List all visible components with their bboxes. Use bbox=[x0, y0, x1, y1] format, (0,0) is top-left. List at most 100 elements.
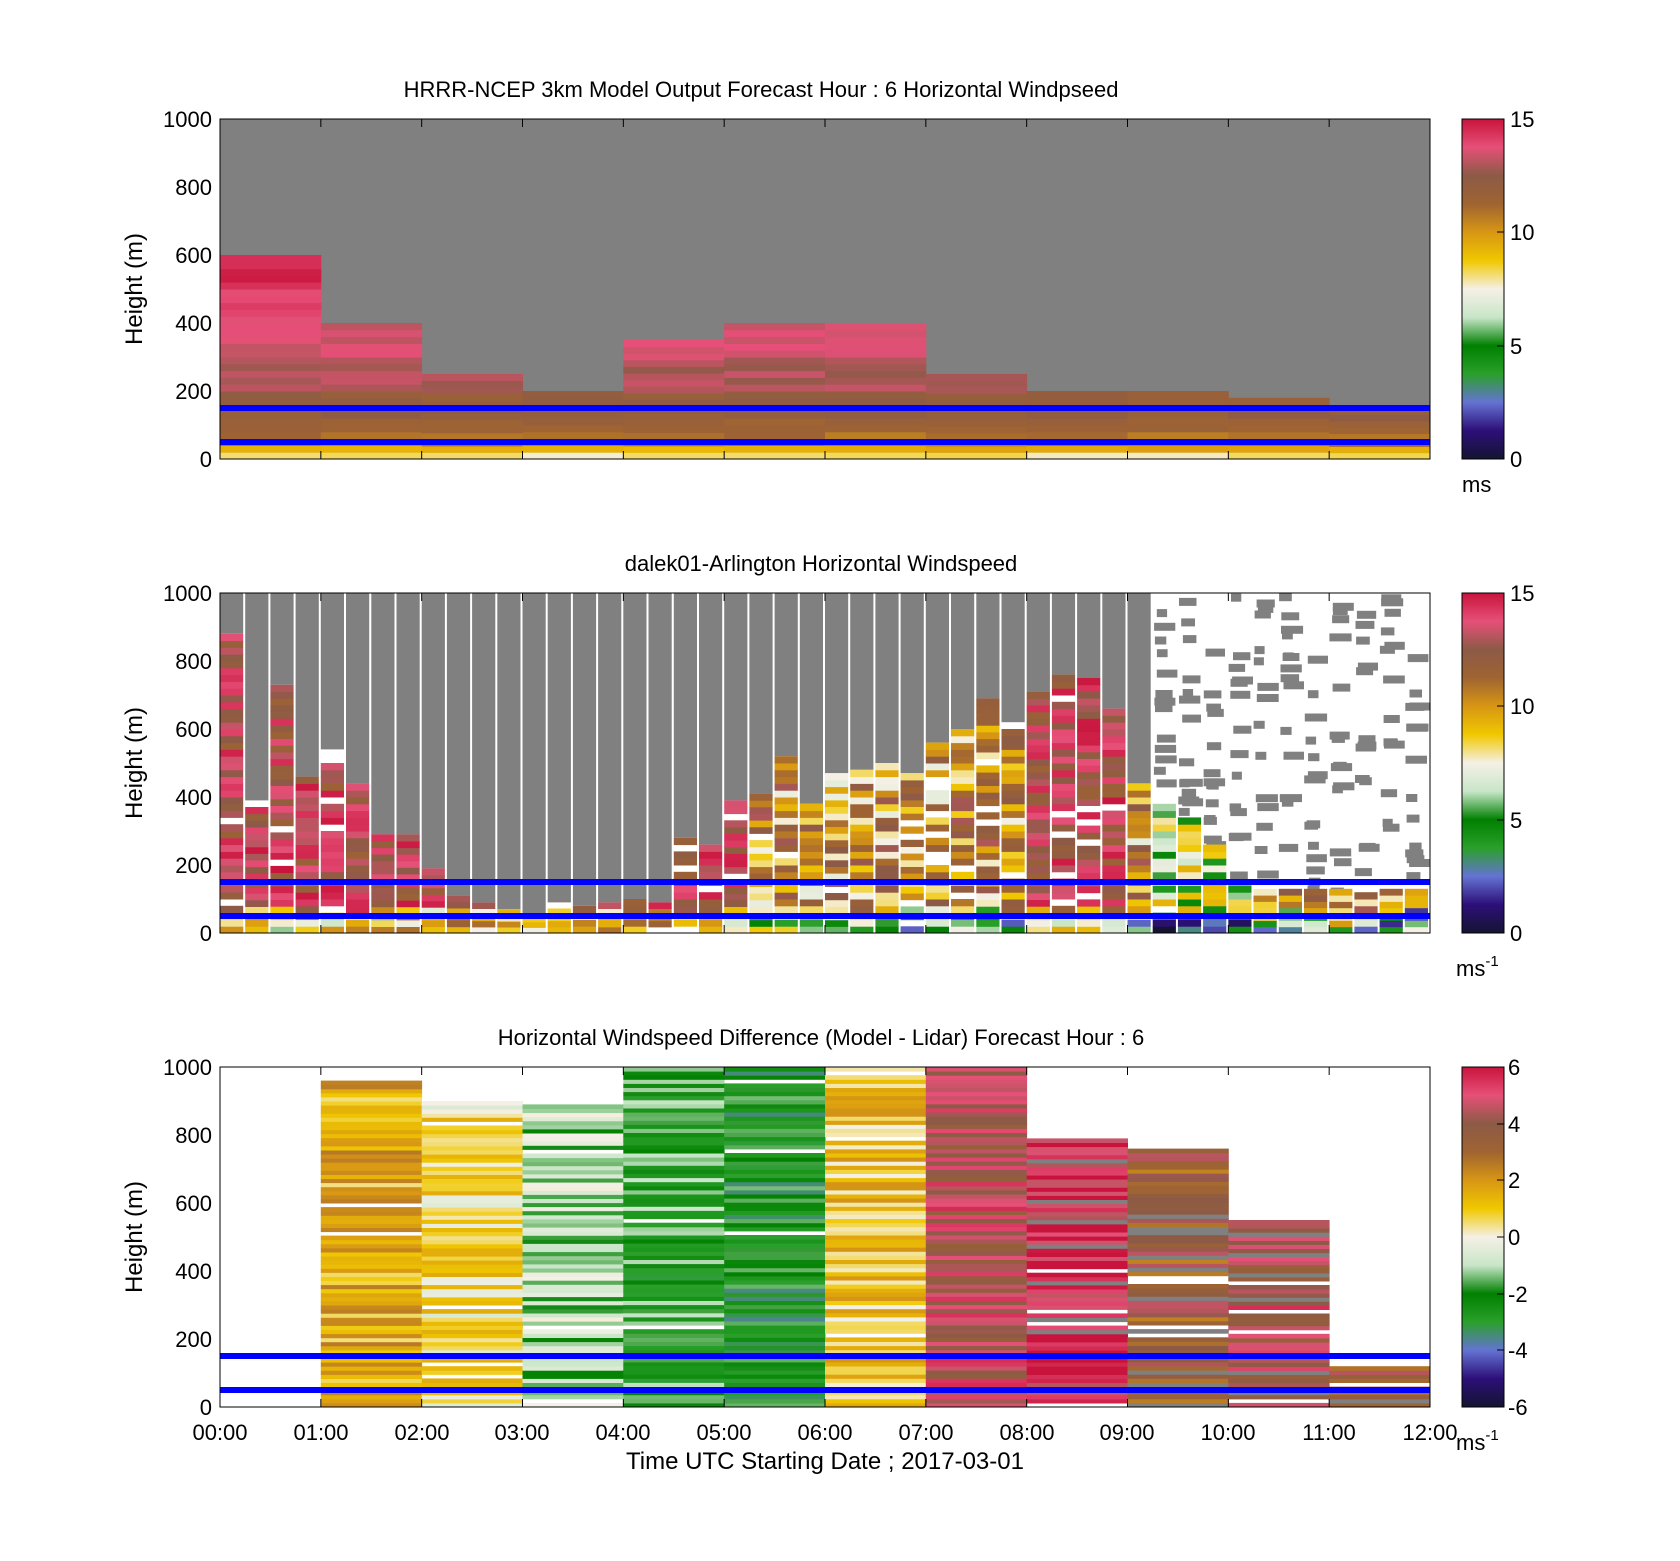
lidar-cell bbox=[346, 810, 370, 818]
lidar-cell bbox=[1304, 895, 1328, 902]
lidar-cell bbox=[951, 769, 975, 778]
diff-cell bbox=[1228, 1260, 1330, 1266]
diff-cell bbox=[825, 1308, 927, 1314]
lidar-cell bbox=[1026, 865, 1050, 874]
xtick-label-0200: 02:00 bbox=[394, 1420, 449, 1445]
lidar-cell bbox=[1001, 824, 1025, 832]
lidar-cell bbox=[1077, 872, 1101, 880]
lidar-cell bbox=[1152, 926, 1176, 934]
lidar-nodata-cell bbox=[1304, 713, 1328, 722]
diff-cell bbox=[1228, 1317, 1330, 1323]
lidar-cell bbox=[1102, 817, 1126, 825]
diff-cell bbox=[825, 1312, 927, 1318]
model-cell bbox=[220, 370, 322, 378]
lidar-cell bbox=[673, 899, 697, 907]
diff-cell bbox=[522, 1366, 624, 1371]
model-cell bbox=[623, 399, 725, 407]
diff-cell bbox=[724, 1116, 826, 1121]
lidar-nodata-cell bbox=[472, 593, 496, 903]
diff-cell bbox=[825, 1280, 927, 1285]
lidar-cell bbox=[699, 865, 723, 873]
lidar-nodata-cell bbox=[1154, 697, 1176, 706]
lidar-nodata-cell bbox=[1156, 779, 1177, 788]
lidar-cell bbox=[951, 851, 975, 859]
diff-cell bbox=[925, 1361, 1028, 1367]
panel-model-ref-line-150m bbox=[220, 405, 1430, 411]
lidar-cell bbox=[1278, 901, 1302, 909]
model-cell bbox=[522, 397, 624, 406]
lidar-cell bbox=[270, 812, 294, 820]
diff-cell bbox=[1026, 1227, 1128, 1233]
lidar-cell bbox=[371, 926, 395, 934]
model-cell bbox=[925, 387, 1028, 395]
diff-cell bbox=[623, 1108, 725, 1113]
diff-cell bbox=[1026, 1138, 1128, 1143]
diff-cell bbox=[1026, 1350, 1128, 1355]
diff-cell bbox=[825, 1169, 927, 1174]
diff-cell bbox=[825, 1329, 927, 1334]
diff-cell bbox=[421, 1337, 523, 1343]
diff-cell bbox=[623, 1300, 725, 1306]
diff-cell bbox=[522, 1206, 624, 1212]
lidar-nodata-cell bbox=[1332, 607, 1348, 616]
lidar-cell bbox=[1127, 885, 1151, 893]
diff-cell bbox=[825, 1316, 927, 1322]
diff-cell bbox=[522, 1194, 624, 1199]
lidar-nodata-cell bbox=[1154, 744, 1177, 753]
model-cell bbox=[1228, 452, 1330, 460]
diff-cell bbox=[522, 1104, 624, 1109]
lidar-nodata-cell bbox=[1156, 649, 1168, 658]
lidar-cell bbox=[270, 758, 294, 766]
diff-cell bbox=[825, 1214, 927, 1220]
lidar-cell bbox=[1102, 729, 1126, 737]
diff-cell bbox=[1026, 1215, 1128, 1221]
diff-cell bbox=[320, 1402, 423, 1408]
diff-cell bbox=[724, 1267, 826, 1273]
diff-cell bbox=[1127, 1259, 1229, 1264]
lidar-cell bbox=[951, 844, 975, 852]
lidar-cell bbox=[1001, 851, 1025, 859]
lidar-cell bbox=[220, 647, 244, 655]
model-cell bbox=[623, 445, 725, 453]
diff-cell bbox=[925, 1185, 1028, 1191]
model-cell bbox=[1127, 445, 1229, 453]
lidar-cell bbox=[295, 803, 319, 812]
lidar-cell bbox=[1077, 798, 1101, 806]
lidar-nodata-cell bbox=[346, 593, 370, 784]
lidar-cell bbox=[421, 920, 445, 928]
diff-cell bbox=[1127, 1197, 1229, 1203]
lidar-cell bbox=[346, 885, 370, 893]
diff-cell bbox=[421, 1203, 523, 1208]
diff-cell bbox=[925, 1189, 1028, 1195]
lidar-cell bbox=[346, 871, 370, 880]
lidar-cell bbox=[1152, 824, 1176, 832]
diff-cell bbox=[320, 1349, 423, 1355]
lidar-nodata-cell bbox=[1180, 778, 1203, 787]
lidar-cell bbox=[774, 810, 798, 818]
lidar-cell bbox=[1001, 749, 1025, 757]
panel-model-cbar-tick-5: 5 bbox=[1510, 334, 1522, 359]
lidar-nodata-cell bbox=[799, 593, 823, 804]
lidar-cell bbox=[1001, 865, 1025, 873]
diff-cell bbox=[825, 1263, 927, 1269]
lidar-nodata-cell bbox=[1307, 655, 1328, 664]
lidar-cell bbox=[1051, 756, 1076, 764]
model-cell bbox=[220, 323, 322, 331]
lidar-cell bbox=[346, 899, 370, 907]
diff-cell bbox=[925, 1095, 1028, 1101]
diff-cell bbox=[522, 1255, 624, 1261]
panel-model-cbar-tick-15: 15 bbox=[1510, 107, 1534, 132]
lidar-cell bbox=[825, 926, 849, 934]
panel-diff-plot-area bbox=[219, 1066, 1431, 1408]
lidar-cell bbox=[875, 817, 899, 825]
lidar-cell bbox=[245, 846, 269, 854]
model-cell bbox=[724, 377, 826, 385]
diff-cell bbox=[522, 1378, 624, 1383]
diff-cell bbox=[320, 1133, 423, 1139]
diff-cell bbox=[1228, 1394, 1330, 1400]
lidar-cell bbox=[396, 834, 420, 842]
diff-cell bbox=[320, 1170, 423, 1175]
panel-lidar-cbar-tick-0: 0 bbox=[1510, 921, 1522, 946]
lidar-cell bbox=[951, 824, 975, 832]
